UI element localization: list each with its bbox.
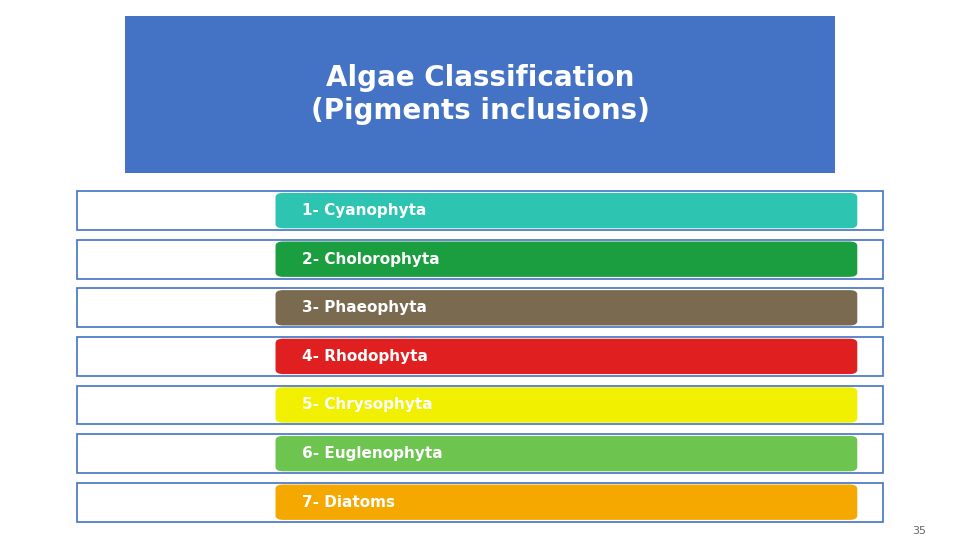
FancyBboxPatch shape	[276, 339, 857, 374]
Text: 2- Cholorophyta: 2- Cholorophyta	[302, 252, 440, 267]
Text: 35: 35	[912, 525, 926, 536]
Text: 6- Euglenophyta: 6- Euglenophyta	[302, 446, 443, 461]
FancyBboxPatch shape	[77, 434, 883, 473]
FancyBboxPatch shape	[276, 387, 857, 423]
FancyBboxPatch shape	[77, 288, 883, 327]
FancyBboxPatch shape	[125, 16, 835, 173]
Text: 4- Rhodophyta: 4- Rhodophyta	[302, 349, 428, 364]
FancyBboxPatch shape	[77, 191, 883, 230]
Text: Algae Classification
(Pigments inclusions): Algae Classification (Pigments inclusion…	[311, 64, 649, 125]
FancyBboxPatch shape	[77, 337, 883, 376]
Text: 1- Cyanophyta: 1- Cyanophyta	[302, 203, 427, 218]
FancyBboxPatch shape	[77, 483, 883, 522]
Text: 7- Diatoms: 7- Diatoms	[302, 495, 396, 510]
FancyBboxPatch shape	[276, 436, 857, 471]
FancyBboxPatch shape	[77, 386, 883, 424]
FancyBboxPatch shape	[276, 484, 857, 520]
FancyBboxPatch shape	[276, 193, 857, 228]
FancyBboxPatch shape	[276, 241, 857, 277]
FancyBboxPatch shape	[276, 290, 857, 326]
FancyBboxPatch shape	[77, 240, 883, 279]
Text: 5- Chrysophyta: 5- Chrysophyta	[302, 397, 433, 413]
Text: 3- Phaeophyta: 3- Phaeophyta	[302, 300, 427, 315]
